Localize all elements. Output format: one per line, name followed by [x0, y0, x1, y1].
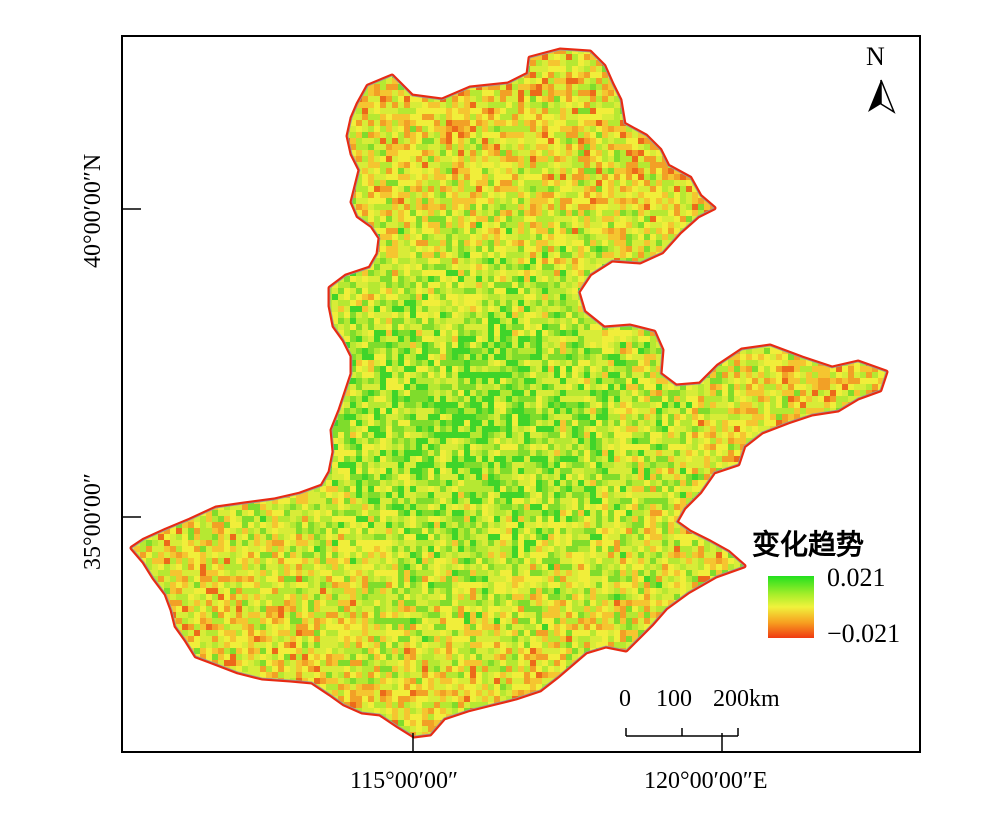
- lon-label-120: 120°00′00″E: [644, 768, 768, 794]
- legend-max-label: 0.021: [827, 563, 886, 592]
- north-arrow-icon: [868, 79, 896, 114]
- legend-title: 变化趋势: [752, 528, 865, 561]
- lon-label-115: 115°00′00″: [350, 768, 458, 794]
- region-outline: [131, 49, 887, 737]
- scale-label-100: 100: [656, 686, 692, 712]
- lat-label-35: 35°00′00″: [80, 473, 106, 570]
- legend-min-label: −0.021: [827, 619, 901, 648]
- scale-bar: [625, 728, 739, 737]
- legend-color-ramp: [768, 576, 814, 638]
- trend-raster: [132, 50, 886, 736]
- scale-label-0: 0: [619, 686, 631, 712]
- north-label: N: [866, 42, 885, 71]
- lat-label-40: 40°00′00″N: [80, 153, 106, 268]
- scale-label-200km: 200km: [713, 686, 780, 712]
